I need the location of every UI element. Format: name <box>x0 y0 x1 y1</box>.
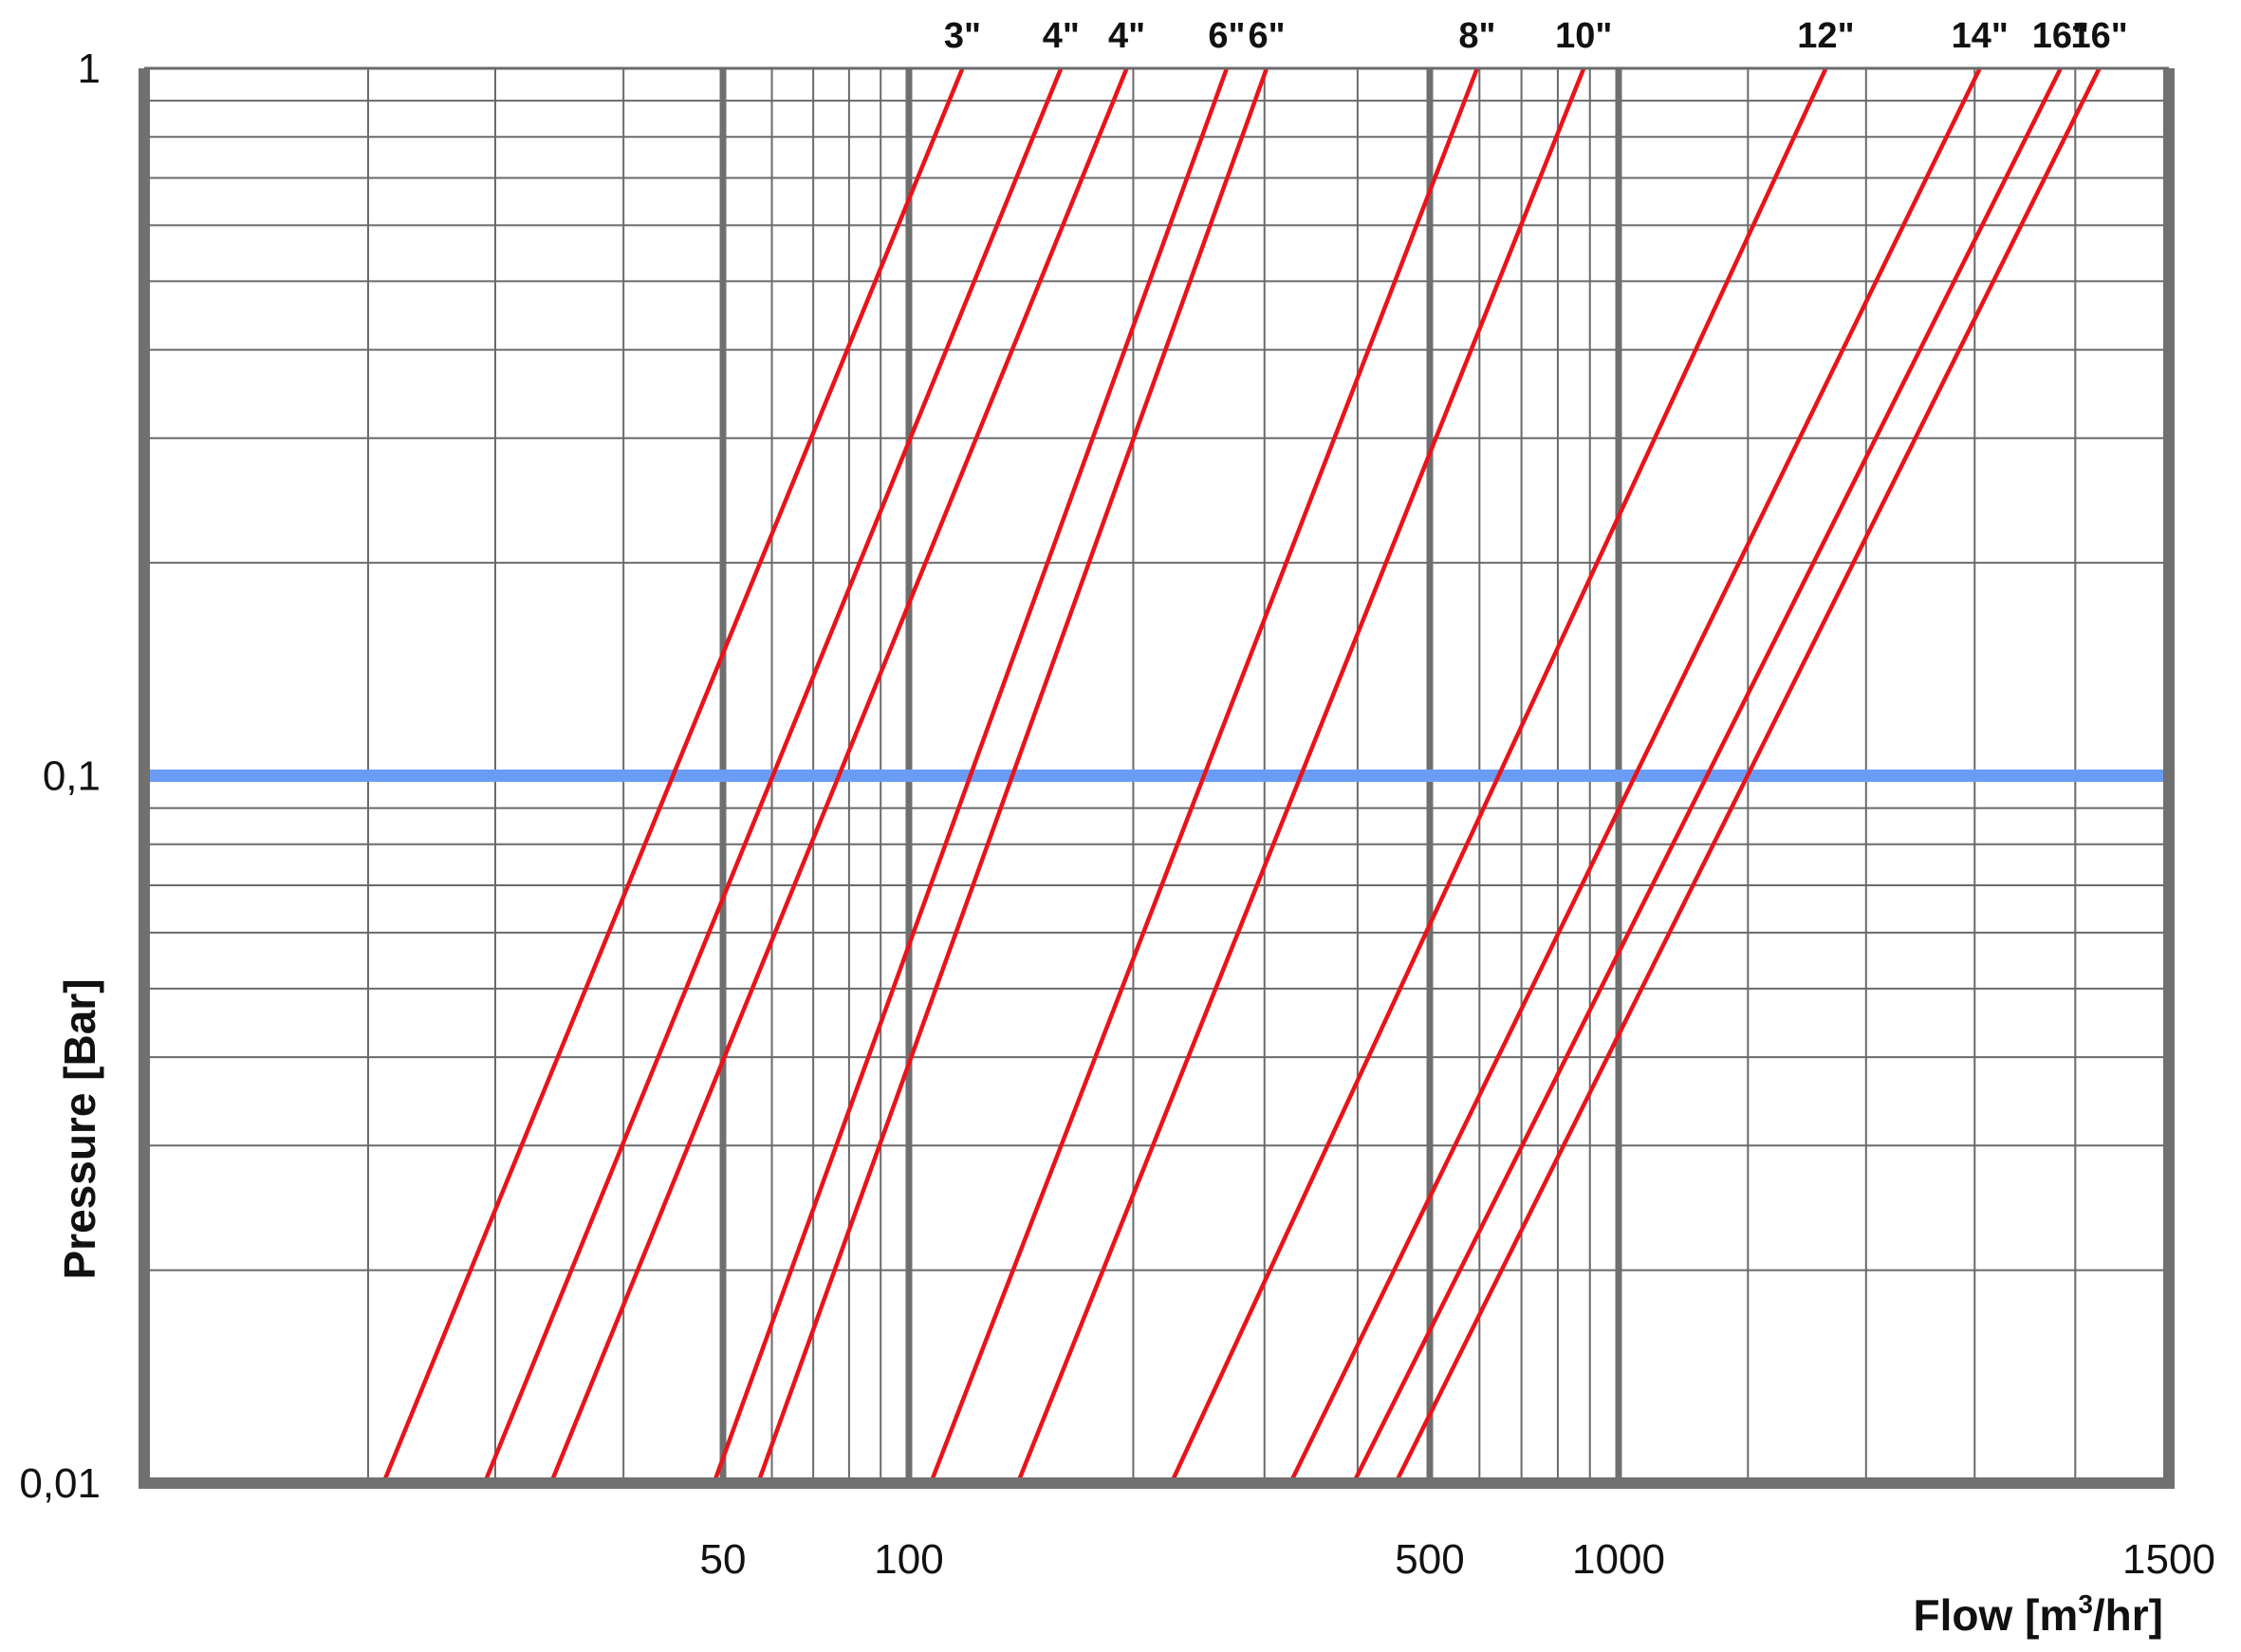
y-axis-title: Pressure [Bar] <box>55 978 104 1279</box>
series-line-6 <box>928 67 1480 1484</box>
x-tick-label: 1000 <box>1572 1536 1665 1583</box>
series-line-1 <box>381 67 965 1484</box>
series-line-2 <box>482 67 1064 1484</box>
series-label-11: 16" <box>2070 16 2127 56</box>
series-line-7 <box>1015 67 1586 1484</box>
x-axis-title-main: Flow [m <box>1914 1590 2079 1640</box>
series-label-6: 8" <box>1458 16 1495 56</box>
series-line-11 <box>1394 66 2102 1485</box>
plot-frame <box>139 66 2175 1489</box>
series-line-10 <box>1351 66 2063 1485</box>
series-line-4 <box>712 67 1230 1484</box>
series-line-5 <box>755 67 1269 1484</box>
y-tick-label: 0,01 <box>19 1460 101 1507</box>
series-label-2: 4" <box>1043 16 1080 56</box>
x-axis-title-sup: 3 <box>2078 1589 2093 1619</box>
x-tick-label: 1500 <box>2122 1536 2215 1583</box>
series-label-4: 6" <box>1208 16 1245 56</box>
series-label-10: 16" <box>2032 16 2089 56</box>
series-label-7: 10" <box>1555 16 1612 56</box>
x-axis-title-end: /hr] <box>2093 1590 2163 1640</box>
series-label-8: 12" <box>1797 16 1854 56</box>
series-label-9: 14" <box>1952 16 2009 56</box>
x-axis-title: Flow [m3/hr] <box>1914 1589 2163 1640</box>
series-labels: 3" 4" 4" 6" 6" 8" 10" 12" 14" 16"16" <box>944 16 2128 56</box>
tick-labels: 1 0,1 0,01 50 100 500 1000 1500 <box>19 46 2215 1583</box>
x-tick-label: 50 <box>700 1536 747 1583</box>
series-lines <box>381 66 2102 1485</box>
series-label-1: 3" <box>944 16 981 56</box>
series-line-8 <box>1169 67 1828 1484</box>
series-line-9 <box>1288 67 1982 1484</box>
x-tick-label: 100 <box>874 1536 943 1583</box>
y-tick-label: 0,1 <box>43 753 101 800</box>
series-line-3 <box>548 67 1129 1484</box>
series-label-3: 4" <box>1108 16 1145 56</box>
series-label-5: 6" <box>1248 16 1285 56</box>
y-tick-label: 1 <box>78 46 101 92</box>
x-tick-label: 500 <box>1395 1536 1464 1583</box>
